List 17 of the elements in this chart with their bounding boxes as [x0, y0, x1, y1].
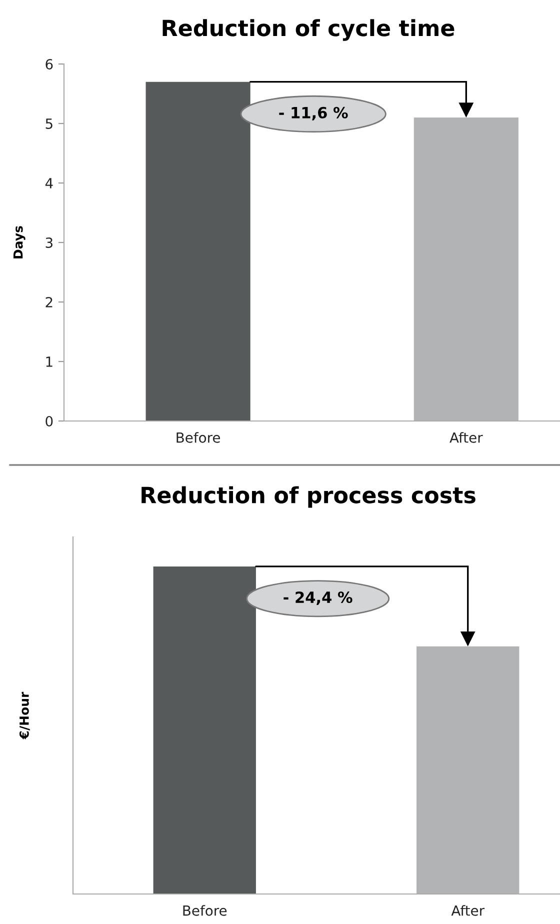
x-tick-label: After: [451, 905, 485, 916]
x-tick-label: Before: [176, 432, 220, 443]
y-tick-label: 3: [46, 237, 52, 248]
annotation: - 24,4 %: [284, 591, 352, 605]
y-tick-label: 1: [46, 356, 52, 367]
y-axis-title: Days: [13, 226, 26, 258]
chart-title: Reduction of process costs: [142, 486, 476, 508]
y-tick-label: 4: [45, 178, 53, 188]
y-tick-label: 0: [46, 416, 53, 426]
y-tick-label: 2: [46, 296, 52, 308]
y-tick-label: 5: [46, 118, 52, 129]
y-axis-title: €/Hour: [19, 692, 30, 740]
y-tick-label: 6: [46, 58, 53, 70]
chart-title: Reduction of cycle time: [162, 19, 454, 41]
x-tick-label: Before: [183, 905, 227, 916]
x-tick-label: After: [450, 432, 483, 443]
annotation: - 11,6 %: [279, 106, 348, 120]
